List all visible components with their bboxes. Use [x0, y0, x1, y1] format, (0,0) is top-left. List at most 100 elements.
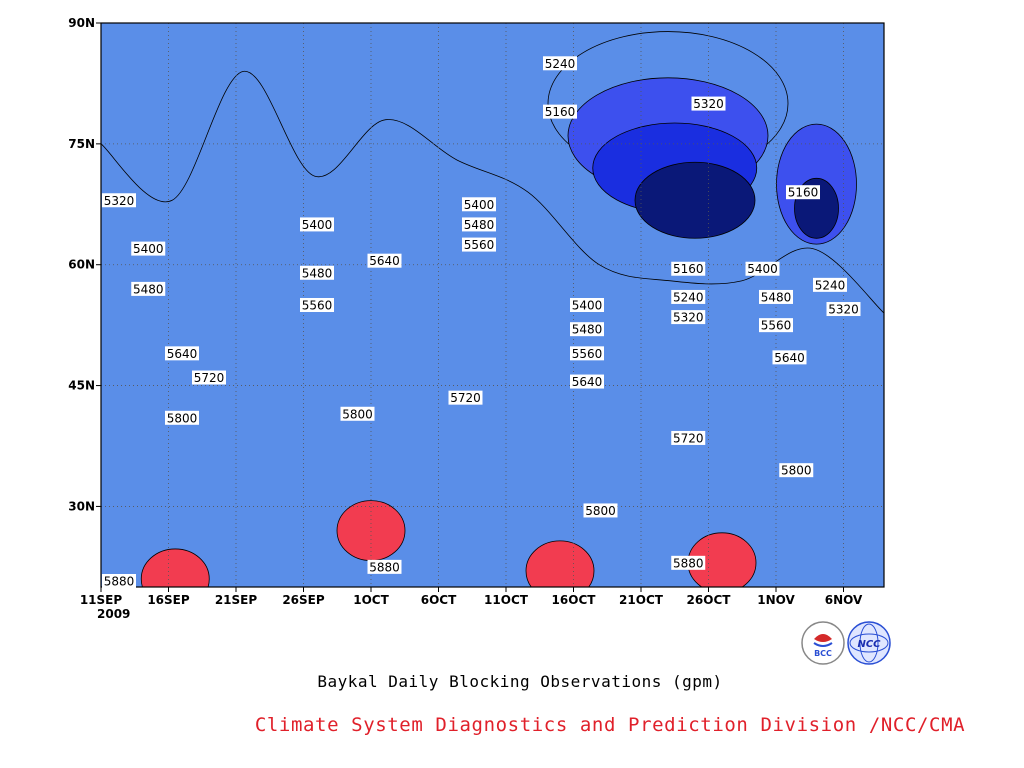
contour-label-text: 5400: [747, 262, 778, 276]
contour-label-text: 5320: [104, 194, 135, 208]
contour-label: 5400: [462, 197, 496, 212]
x-tick-label: 26OCT: [687, 593, 732, 607]
contour-label: 5160: [786, 185, 820, 200]
x-tick-label: 26SEP: [282, 593, 325, 607]
contour-label: 5880: [367, 559, 402, 574]
contour-label-text: 5640: [369, 254, 400, 268]
contour-label: 5240: [671, 289, 706, 304]
contour-label: 5640: [165, 346, 199, 361]
contour-band-5880: [101, 586, 884, 587]
contour-label-box: [813, 277, 847, 292]
contour-label-box: [448, 390, 483, 405]
y-tick-label: 75N: [68, 137, 95, 151]
contour-label: 5480: [300, 265, 334, 280]
contour-label-box: [671, 430, 706, 445]
contour-label-box: [192, 370, 226, 385]
contour-label-text: 5480: [464, 218, 495, 232]
contour-label: 5800: [779, 463, 814, 478]
contour-label-text: 5640: [774, 351, 805, 365]
contour-label-box: [826, 302, 861, 317]
chart-title: Baykal Daily Blocking Observations (gpm): [317, 672, 723, 691]
contour-label-text: 5720: [194, 371, 225, 385]
contour-label-box: [691, 96, 726, 111]
contour-label-text: 5160: [788, 186, 819, 200]
y-tick-label: 30N: [68, 499, 95, 513]
contour-label-text: 5400: [572, 299, 603, 313]
contour-label-text: 5800: [585, 504, 616, 518]
contour-label-box: [772, 350, 807, 365]
contour-label-box: [779, 463, 814, 478]
contour-label-box: [340, 406, 375, 421]
x-tick-label: 21OCT: [619, 593, 664, 607]
contour-label: 5720: [448, 390, 483, 405]
contour-label-box: [671, 310, 706, 325]
contour-label-box: [367, 253, 402, 268]
contour-label-box: [131, 281, 166, 296]
contour-label-box: [671, 289, 706, 304]
x-tick-label: 6OCT: [421, 593, 457, 607]
contour-label-text: 5160: [673, 262, 704, 276]
contour-label: 5880: [671, 555, 706, 570]
contour-label-box: [462, 217, 496, 232]
contour-label-box: [786, 185, 820, 200]
contour-label: 5720: [192, 370, 226, 385]
contour-label: 5640: [570, 374, 604, 389]
contour-label: 5800: [583, 503, 618, 518]
contour-label-text: 5320: [828, 303, 859, 317]
contour-label-text: 5560: [761, 319, 792, 333]
contour-label-text: 5720: [450, 391, 481, 405]
contour-label-text: 5480: [302, 266, 333, 280]
contour-label-box: [570, 298, 604, 312]
x-tick-label: 21SEP: [215, 593, 258, 607]
contour-label-box: [570, 346, 604, 361]
contour-label-text: 5400: [133, 242, 164, 256]
contour-label-box: [102, 574, 136, 588]
contour-label: 5640: [367, 253, 402, 268]
contour-label-text: 5320: [673, 311, 704, 325]
contour-label-box: [131, 241, 166, 256]
y-tick-label: 90N: [68, 16, 95, 30]
x-tick-label: 11SEP: [80, 593, 123, 607]
svg-text:NCC: NCC: [857, 639, 881, 650]
contour-label: 5880: [102, 574, 136, 589]
contour-label-box: [300, 217, 334, 232]
contour-label: 5320: [102, 193, 136, 208]
x-tick-label: 6NOV: [825, 593, 863, 607]
contour-label: 5400: [570, 298, 604, 313]
contour-label-text: 5240: [545, 57, 576, 71]
contour-label-box: [671, 555, 706, 570]
contour-label-text: 5480: [572, 323, 603, 337]
x-tick-label: 1OCT: [353, 593, 389, 607]
contour-label: 5480: [570, 322, 604, 337]
contour-label: 5320: [826, 302, 861, 317]
contour-label: 5160: [543, 104, 577, 119]
x-tick-label: 16SEP: [147, 593, 190, 607]
contour-label: 5160: [671, 261, 706, 276]
high-contour-5880-2: [525, 540, 595, 587]
contour-label-box: [583, 503, 618, 518]
contour-label: 5320: [691, 96, 726, 111]
x-tick-label: 1NOV: [757, 593, 795, 607]
contour-label-text: 5480: [761, 290, 792, 304]
contour-label: 5240: [813, 277, 847, 292]
contour-label-text: 5240: [673, 290, 704, 304]
contour-label: 5560: [462, 237, 496, 252]
contour-label-text: 5880: [369, 560, 400, 574]
contour-label: 5320: [671, 310, 706, 325]
ncc-logo: NCC: [847, 621, 891, 665]
contour-label: 5400: [745, 261, 780, 276]
trough-core: [634, 161, 756, 239]
contour-label: 5560: [570, 346, 604, 361]
contour-label-text: 5400: [464, 198, 495, 212]
contour-label: 5480: [131, 281, 166, 296]
contour-label: 5400: [131, 241, 166, 256]
contour-label-text: 5560: [464, 238, 495, 252]
contour-label: 5800: [165, 410, 199, 425]
contour-label-box: [300, 265, 334, 280]
contour-label: 5720: [671, 430, 706, 445]
contour-label: 5560: [759, 318, 793, 333]
y-tick-label: 60N: [68, 258, 95, 272]
contour-label-text: 5400: [302, 218, 333, 232]
